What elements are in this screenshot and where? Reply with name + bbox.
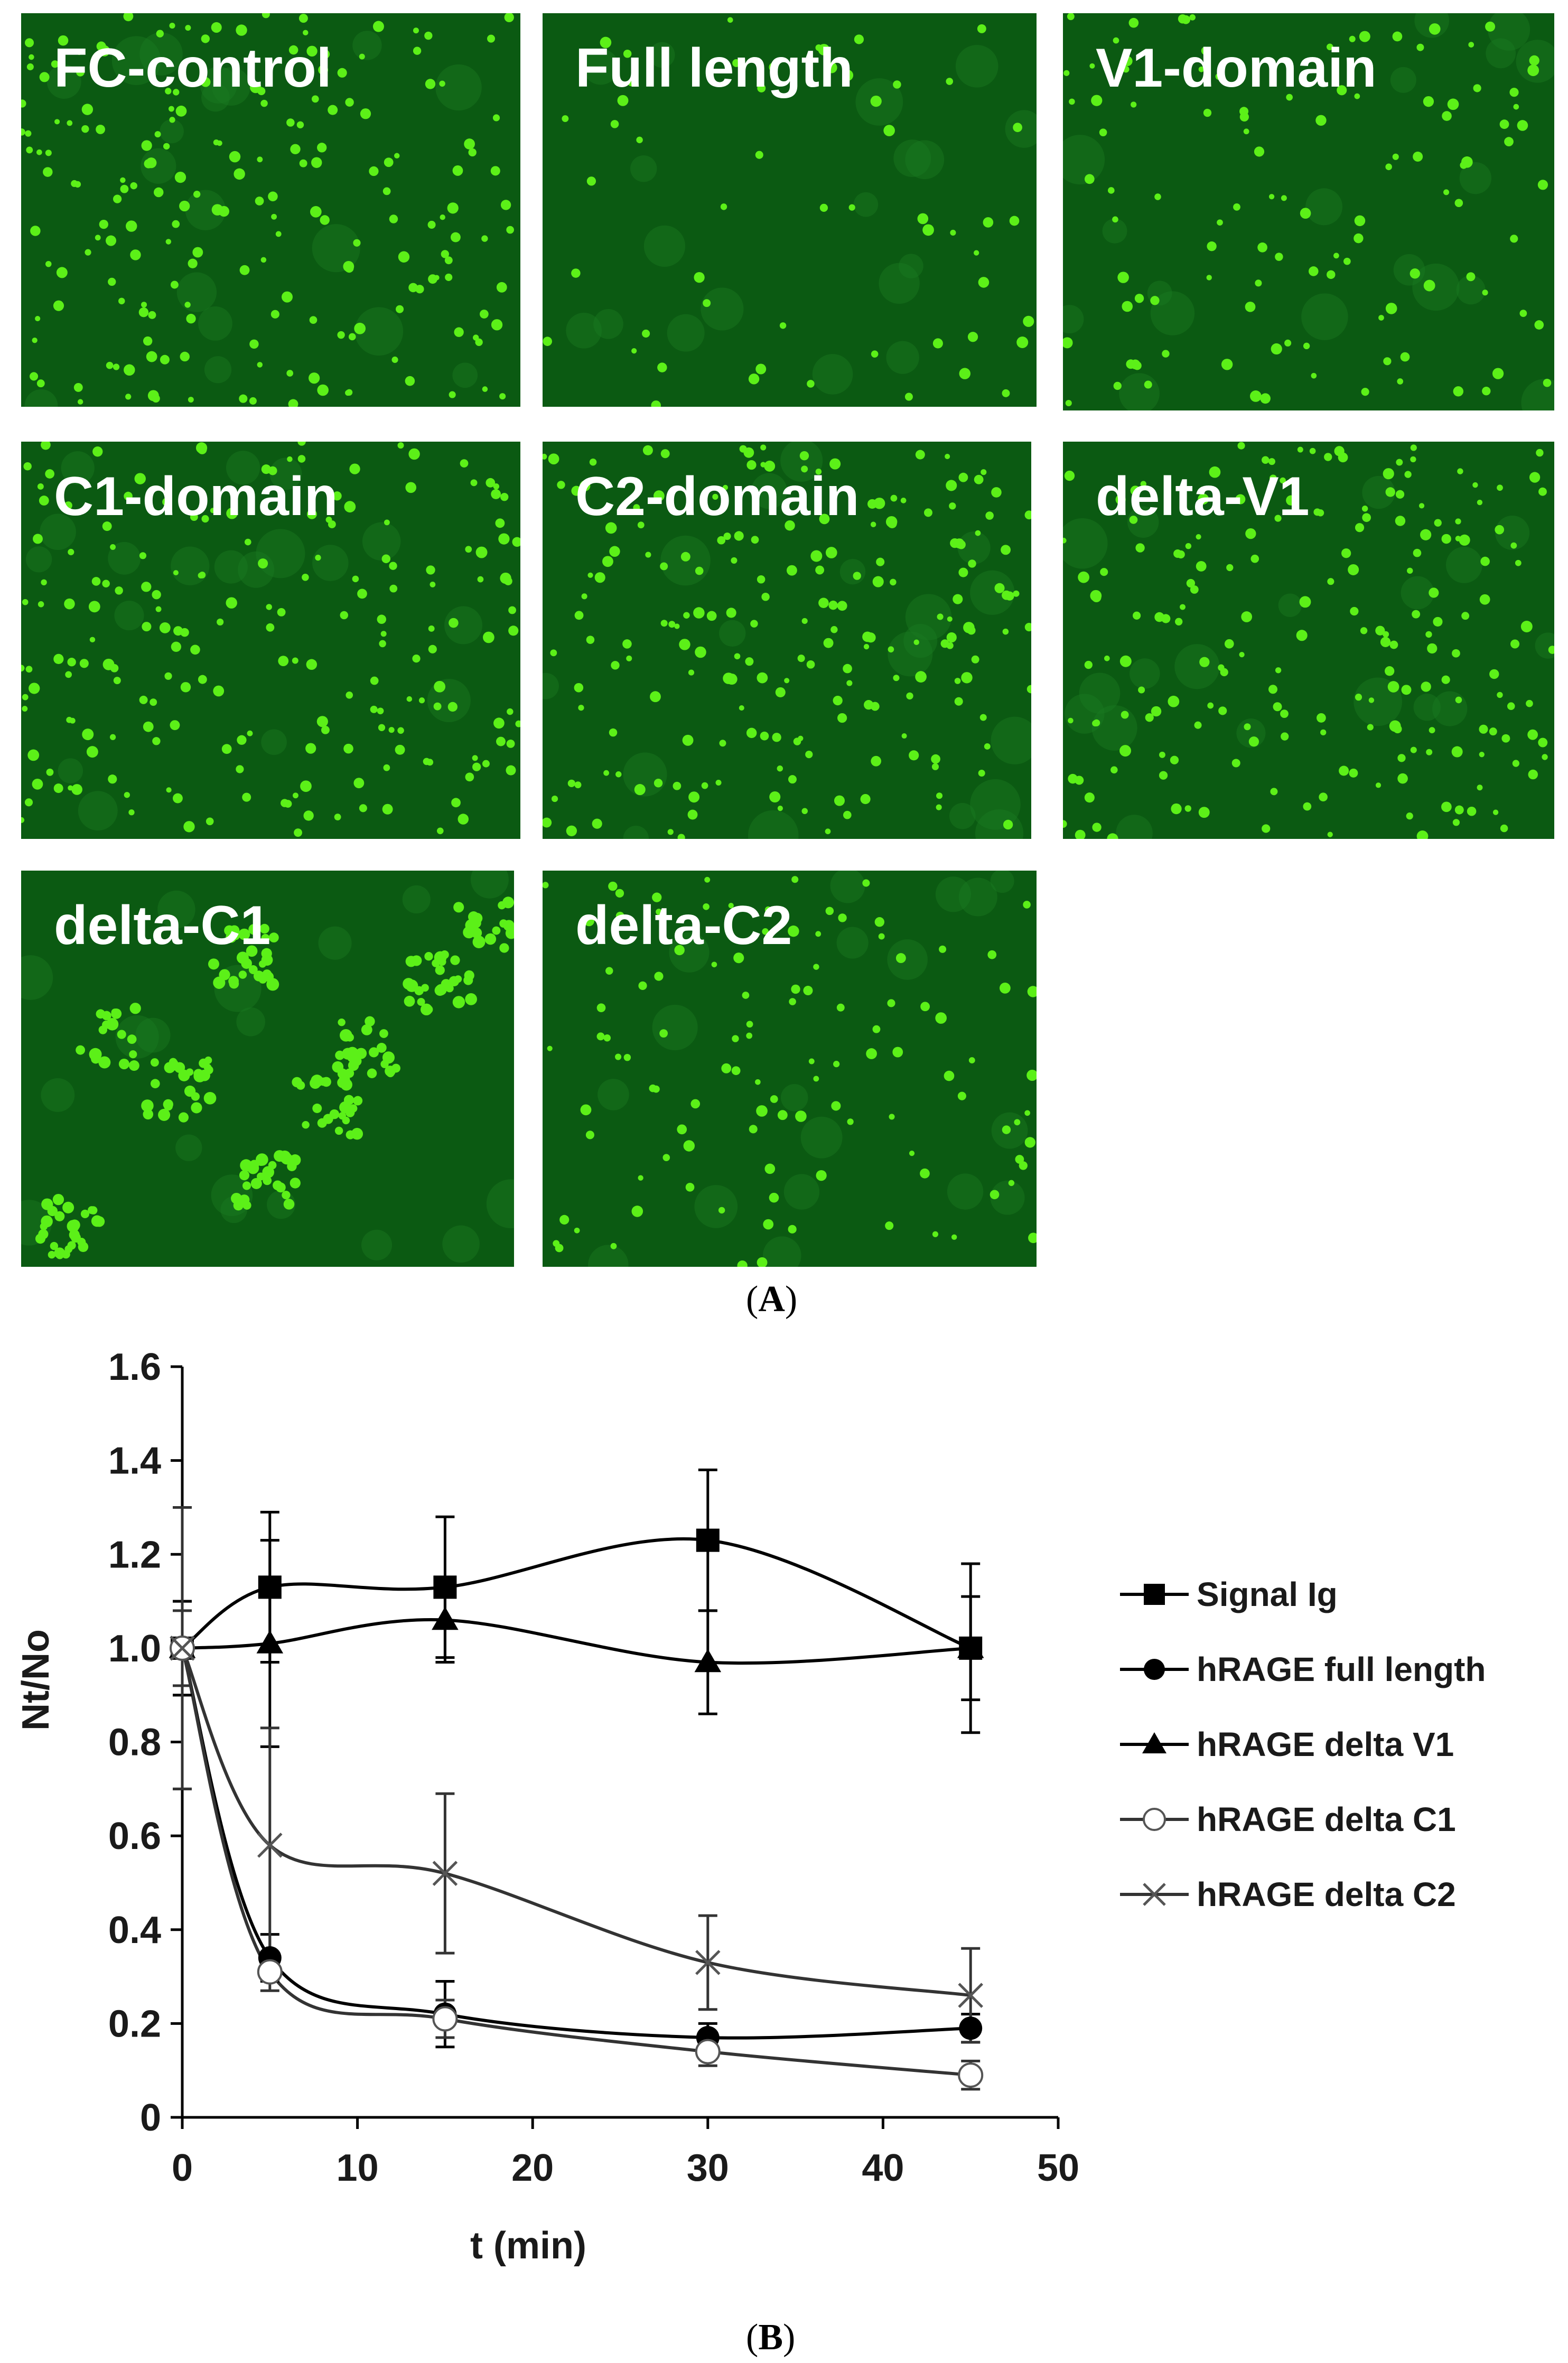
micrograph-cells xyxy=(21,871,514,1263)
y-tick-label: 0.2 xyxy=(108,2003,161,2045)
data-point xyxy=(694,1649,722,1673)
series-line-4 xyxy=(181,1647,971,1997)
legend-label: Signal Ig xyxy=(1197,1575,1338,1613)
x-tick-label: 10 xyxy=(337,2147,379,2189)
micrograph-cells xyxy=(21,13,514,407)
legend-marker xyxy=(1142,1732,1166,1753)
legend-label: hRAGE delta C2 xyxy=(1197,1875,1456,1913)
micrograph-label: delta-C1 xyxy=(54,895,271,956)
chart-markers xyxy=(169,1528,984,2088)
data-point xyxy=(256,1630,284,1654)
micrograph-cells xyxy=(543,871,1037,1267)
data-point xyxy=(257,1959,283,1985)
decay-chart: 0 0.2 0.4 0.6 0.8 1.0 1.2 1.4 1.6 0 10 20 30 40 50 t (… xyxy=(15,1346,1486,2267)
panel-a-letter: A xyxy=(758,1279,785,1320)
x-marker-stroke xyxy=(1143,1883,1166,1906)
data-point xyxy=(957,1635,984,1658)
micrograph-label: C2-domain xyxy=(575,466,860,527)
micrograph-cells xyxy=(21,442,520,837)
micrograph-panel: FC-control xyxy=(21,13,520,407)
x-marker-stroke xyxy=(170,1636,195,1661)
chart-curves xyxy=(181,1537,972,2077)
x-tick-label: 30 xyxy=(687,2147,729,2189)
x-tick-label: 50 xyxy=(1037,2147,1079,2189)
panel-b-letter: B xyxy=(758,2317,783,2358)
micrograph-panel: delta-V1 xyxy=(1063,442,1554,839)
x-tick-label: 20 xyxy=(511,2147,554,2189)
micrograph-cells xyxy=(1063,13,1554,410)
y-tick-label: 1.4 xyxy=(108,1440,161,1482)
legend-entry: hRAGE delta C2 xyxy=(1120,1875,1456,1913)
micrograph-cells xyxy=(543,17,1037,407)
micrograph-label: C1-domain xyxy=(54,466,338,527)
series-line-2 xyxy=(182,1618,971,1665)
micrograph-panel: V1-domain xyxy=(1063,13,1554,410)
data-point xyxy=(959,2016,983,2040)
x-axis-title: t (min) xyxy=(470,2225,586,2267)
x-marker-stroke xyxy=(958,1983,983,2008)
data-point xyxy=(257,1833,283,1858)
data-point xyxy=(958,2062,984,2088)
legend-entry: hRAGE delta V1 xyxy=(1120,1725,1454,1763)
micrograph-label: Full length xyxy=(575,38,853,99)
legend-label: hRAGE delta V1 xyxy=(1197,1725,1454,1763)
micrograph-label: V1-domain xyxy=(1096,38,1377,99)
micrograph-panel: Full length xyxy=(543,13,1037,407)
micrograph-label: FC-control xyxy=(54,38,332,99)
data-point xyxy=(958,1983,983,2008)
y-tick-label: 0.6 xyxy=(108,1815,161,1857)
x-marker-stroke xyxy=(432,1861,458,1886)
y-tick-label: 0.8 xyxy=(108,1722,161,1764)
panel-a-caption: (A) xyxy=(746,1279,798,1320)
micrograph-panel: delta-C2 xyxy=(543,871,1037,1267)
legend-entry: Signal Ig xyxy=(1120,1575,1338,1613)
panel-b-caption: (B) xyxy=(746,2317,796,2358)
data-point xyxy=(432,2006,458,2032)
micrograph-label: delta-C2 xyxy=(575,895,792,956)
x-tick-label: 40 xyxy=(862,2147,904,2189)
y-tick-label: 0.4 xyxy=(108,1909,161,1951)
data-point xyxy=(695,2039,721,2065)
micrograph-panel: C2-domain xyxy=(543,442,1031,839)
legend-entry: hRAGE full length xyxy=(1120,1650,1486,1688)
micrograph-cells xyxy=(1063,442,1554,839)
series-line-0 xyxy=(181,1537,972,1650)
legend-label: hRAGE delta C1 xyxy=(1197,1800,1456,1838)
micrograph-panel: C1-domain xyxy=(21,442,520,839)
y-tick-label: 1.2 xyxy=(108,1534,161,1576)
micrograph-cells xyxy=(543,442,1031,839)
data-point xyxy=(433,1575,457,1599)
data-point xyxy=(695,1950,721,1975)
data-point xyxy=(258,1575,282,1599)
y-tick-label: 1.0 xyxy=(108,1628,161,1670)
x-marker-stroke xyxy=(695,1950,721,1975)
micrograph-panel: delta-C1 xyxy=(21,871,514,1267)
x-marker-stroke xyxy=(257,1833,283,1858)
y-axis-title: Nt/No xyxy=(15,1629,57,1731)
x-tick-label: 0 xyxy=(172,2147,193,2189)
legend-marker xyxy=(1144,1584,1165,1605)
legend-marker xyxy=(1144,1659,1165,1680)
y-tick-label: 0 xyxy=(140,2097,161,2139)
data-point xyxy=(170,1636,195,1661)
data-point xyxy=(432,1861,458,1886)
legend-label: hRAGE full length xyxy=(1197,1650,1486,1688)
data-point xyxy=(432,1607,459,1630)
series-line-1 xyxy=(181,1648,971,2040)
legend-entry: hRAGE delta C1 xyxy=(1120,1800,1456,1838)
legend-marker xyxy=(1143,1883,1166,1906)
y-tick-label: 1.6 xyxy=(108,1346,161,1388)
legend-marker xyxy=(1143,1808,1166,1831)
micrograph-label: delta-V1 xyxy=(1096,466,1310,527)
chart-axes: 0 0.2 0.4 0.6 0.8 1.0 1.2 1.4 1.6 0 10 20 30 40 50 xyxy=(108,1346,1079,2189)
chart-legend: Signal Ig hRAGE full length hRAGE delta V1… xyxy=(1120,1575,1486,1913)
data-point xyxy=(696,1528,720,1552)
